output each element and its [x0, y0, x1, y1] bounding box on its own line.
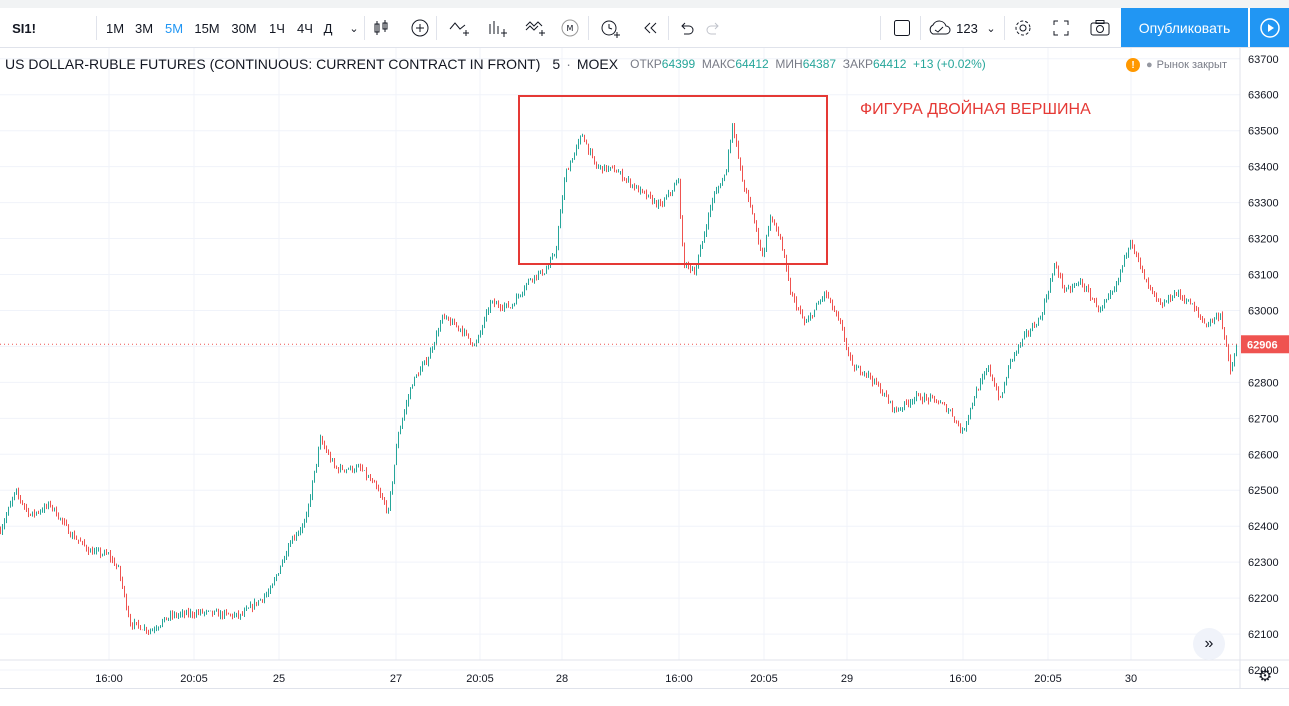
legend-exchange: MOEX: [576, 56, 619, 72]
time-tick: 16:00: [95, 673, 123, 685]
warning-icon: !: [1126, 58, 1140, 72]
alert-icon[interactable]: [594, 8, 626, 48]
interval-6[interactable]: 1Ч: [269, 20, 285, 36]
price-tick: 63000: [1248, 305, 1279, 317]
price-tick: 63100: [1248, 270, 1279, 282]
price-tick: 62100: [1248, 629, 1279, 641]
price-tick: 63300: [1248, 198, 1279, 210]
change-value: +13 (+0.02%): [913, 57, 986, 71]
close-label: ЗАКР: [842, 57, 873, 71]
price-tick: 63700: [1248, 54, 1279, 66]
toolbar-divider: [920, 16, 921, 40]
time-tick: 27: [390, 673, 402, 685]
time-tick: 20:05: [750, 673, 778, 685]
undo-icon[interactable]: [672, 8, 700, 48]
bottom-bar: [0, 688, 1289, 706]
annotation-text[interactable]: ФИГУРА ДВОЙНАЯ ВЕРШИНА: [860, 101, 1091, 118]
interval-4[interactable]: 15М: [194, 20, 220, 36]
toolbar-divider: [1004, 16, 1005, 40]
toolbar-divider: [364, 16, 365, 40]
open-value: 64399: [661, 57, 696, 71]
scroll-to-realtime-button[interactable]: »: [1193, 628, 1225, 660]
time-tick: 20:05: [1034, 673, 1062, 685]
price-tick: 63200: [1248, 234, 1279, 246]
time-tick: 25: [273, 673, 285, 685]
symbol-legend: US DOLLAR-RUBLE FUTURES (CONTINUOUS: CUR…: [5, 56, 986, 72]
time-tick: 16:00: [665, 673, 693, 685]
indicators-icon[interactable]: [444, 8, 476, 48]
play-icon[interactable]: [1249, 8, 1289, 47]
price-tick: 62200: [1248, 593, 1279, 605]
interval-8[interactable]: Д: [323, 20, 333, 36]
low-value: 64387: [802, 57, 837, 71]
time-tick: 20:05: [180, 673, 208, 685]
layout-counter[interactable]: 123: [956, 20, 978, 36]
bookmarks-bar: [0, 0, 1289, 8]
price-tick: 62300: [1248, 557, 1279, 569]
double-top-box: [518, 95, 828, 265]
status-dot-icon: ●: [1146, 59, 1153, 71]
toolbar-divider: [588, 16, 589, 40]
market-status-text: Рынок закрыт: [1156, 59, 1227, 71]
close-value: 64412: [873, 57, 907, 71]
price-tick: 62800: [1248, 377, 1279, 389]
chevron-down-icon[interactable]: ⌄: [349, 22, 359, 35]
open-label: ОТКР: [630, 57, 662, 71]
price-tick: 62600: [1248, 449, 1279, 461]
publish-button[interactable]: Опубликовать: [1121, 8, 1248, 47]
compare-icon[interactable]: [404, 8, 436, 48]
low-label: МИН: [775, 57, 803, 71]
time-tick: 29: [841, 673, 853, 685]
price-tick: 62700: [1248, 413, 1279, 425]
ohlc-values: ОТКР64399 МАКС64412 МИН64387 ЗАКР64412 +…: [630, 57, 986, 71]
time-tick: 28: [556, 673, 568, 685]
interval-3[interactable]: 5М: [164, 20, 184, 36]
interval-1[interactable]: 1М: [105, 20, 125, 36]
high-value: 64412: [735, 57, 769, 71]
symbol-search[interactable]: SI1!: [12, 20, 36, 36]
fullscreen-icon[interactable]: [1046, 8, 1076, 48]
time-tick: 30: [1125, 673, 1137, 685]
settings-gear-icon[interactable]: [1008, 8, 1038, 48]
redo-icon[interactable]: [700, 8, 728, 48]
replay-icon[interactable]: [634, 8, 666, 48]
toolbar-divider: [880, 16, 881, 40]
svg-text:M: M: [567, 24, 574, 33]
layout-icon[interactable]: [886, 8, 918, 48]
last-price-badge: [1241, 335, 1289, 354]
interval-2[interactable]: 3М: [134, 20, 154, 36]
financials-icon[interactable]: [482, 8, 514, 48]
toolbar-divider: [436, 16, 437, 40]
price-chart[interactable]: 63700 63600 63500 63400 63300 63200 63100 63000…: [0, 48, 1289, 688]
price-tick: 63600: [1248, 90, 1279, 102]
toolbar-divider: [668, 16, 669, 40]
axis-settings-gear-icon[interactable]: ⚙: [1257, 668, 1273, 685]
camera-icon[interactable]: [1084, 8, 1116, 48]
chart-pane[interactable]: 63700 63600 63500 63400 63300 63200 63100 63000…: [0, 48, 1289, 688]
interval-7[interactable]: 4Ч: [297, 20, 313, 36]
cloud-icon[interactable]: [924, 8, 954, 48]
price-tick: 62400: [1248, 521, 1279, 533]
last-price-label: 62906: [1247, 339, 1278, 351]
candles-icon[interactable]: [366, 8, 396, 48]
legend-separator: ·: [566, 56, 571, 72]
chevron-down-icon[interactable]: ⌄: [986, 22, 996, 35]
legend-title: US DOLLAR-RUBLE FUTURES (CONTINUOUS: CUR…: [5, 56, 541, 72]
high-label: МАКС: [701, 57, 736, 71]
time-tick: 20:05: [466, 673, 494, 685]
templates-icon[interactable]: [520, 8, 552, 48]
price-tick: 62500: [1248, 485, 1279, 497]
toolbar-divider: [96, 16, 97, 40]
price-tick: 63400: [1248, 162, 1279, 174]
interval-5[interactable]: 30М: [231, 20, 257, 36]
legend-interval: 5: [552, 56, 561, 72]
price-tick: 63500: [1248, 126, 1279, 138]
minds-icon[interactable]: M: [556, 8, 584, 48]
market-status[interactable]: ! ● Рынок закрыт: [1126, 58, 1227, 72]
time-tick: 16:00: [949, 673, 977, 685]
price-tick: 62000: [1248, 665, 1279, 677]
chart-toolbar: SI1! 1М 3М 5М 15М 30М 1Ч 4Ч Д ⌄ M 123 ⌄: [0, 8, 1289, 48]
